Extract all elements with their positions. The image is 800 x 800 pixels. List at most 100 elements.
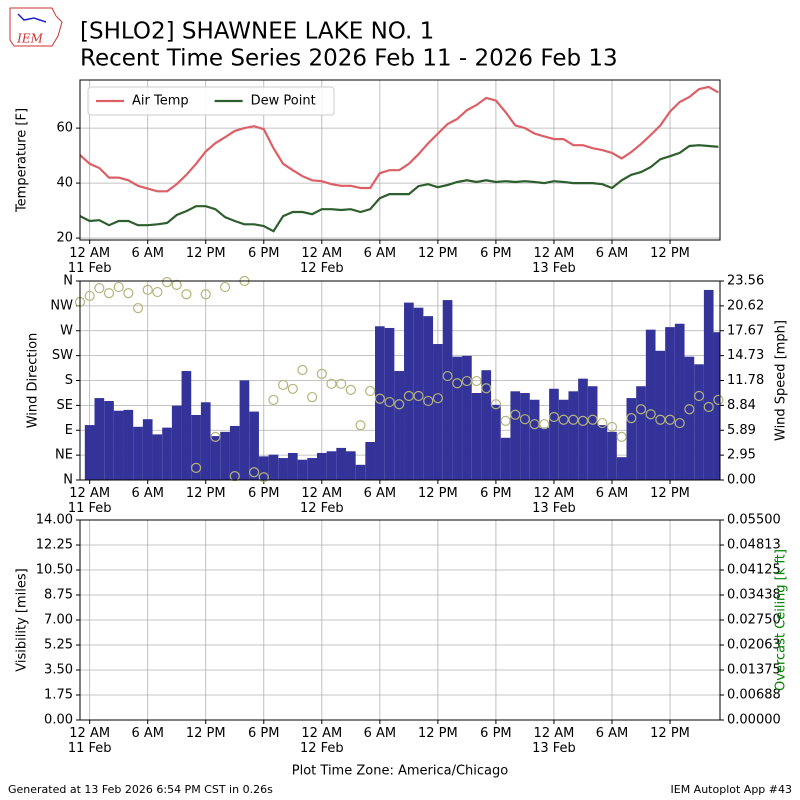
y2-tick-label: 0.04125 — [727, 563, 781, 578]
point — [703, 401, 714, 413]
y-tick-label: NE — [55, 448, 73, 463]
x-tick-label: 6 PM — [480, 486, 512, 501]
y2-tick-label: 0.02063 — [727, 638, 781, 653]
x-tick-label: 6 AM — [363, 246, 397, 261]
x-tick-label: 6 AM — [131, 486, 164, 501]
y-tick-label: SW — [52, 348, 73, 363]
point — [452, 378, 463, 389]
x-tick-label: 12 PM — [418, 486, 458, 501]
point — [326, 378, 337, 389]
point — [510, 409, 521, 420]
y-tick-label: N — [63, 274, 73, 289]
y2-tick-label: 20.62 — [727, 298, 764, 313]
line-series — [80, 144, 719, 233]
bar — [191, 414, 201, 480]
point — [123, 288, 134, 299]
point — [336, 378, 347, 389]
y-tick-label: 7.00 — [44, 613, 73, 628]
point — [693, 390, 705, 402]
bar — [326, 451, 337, 480]
y-tick-label: 10.50 — [36, 563, 73, 578]
bar — [345, 451, 356, 480]
bar — [84, 425, 95, 480]
x-tick-label: 6 AM — [131, 246, 164, 261]
point — [481, 383, 492, 394]
point — [229, 471, 240, 482]
point — [287, 383, 298, 394]
bar — [462, 355, 472, 480]
y-axis-label: Temperature [F] — [15, 108, 30, 213]
point — [171, 279, 182, 290]
point — [278, 379, 289, 391]
bar — [239, 380, 250, 480]
bar — [607, 431, 617, 480]
bar — [142, 419, 153, 480]
chart-subtitle: Recent Time Series 2026 Feb 11 - 2026 Fe… — [80, 46, 618, 72]
point — [587, 414, 598, 425]
point — [84, 290, 95, 302]
point — [413, 390, 424, 402]
point — [471, 375, 482, 387]
point — [316, 368, 327, 379]
bar — [220, 431, 230, 480]
x-tick-label: 12 AM 12 Feb — [299, 246, 344, 276]
x-tick-label: 6 AM — [363, 486, 397, 501]
legend-label: Air Temp — [132, 94, 189, 109]
y-tick-label: 14.00 — [36, 513, 73, 528]
bar — [355, 464, 366, 480]
y2-tick-label: 0.04813 — [727, 538, 781, 553]
chart-title: [SHLO2] SHAWNEE LAKE NO. 1 — [80, 19, 434, 45]
bar — [171, 405, 182, 480]
point — [519, 414, 531, 425]
bar — [113, 410, 124, 480]
x-tick-label: 12 AM 12 Feb — [299, 486, 344, 516]
y2-tick-label: 14.73 — [727, 348, 764, 363]
bar — [423, 316, 434, 480]
bar — [297, 459, 308, 480]
y2-tick-label: 11.78 — [727, 373, 764, 388]
y-tick-label: 5.25 — [44, 638, 73, 653]
point — [365, 385, 376, 397]
y-tick-label: E — [65, 423, 73, 438]
point — [200, 289, 211, 300]
y-tick-label: 40 — [56, 176, 73, 191]
y2-tick-label: 0.00 — [727, 473, 756, 488]
legend-box — [87, 86, 335, 116]
axes-frame — [79, 519, 721, 721]
bar — [123, 409, 134, 480]
x-tick-label: 6 PM — [248, 726, 280, 741]
y-tick-label: 0.00 — [44, 713, 73, 728]
x-tick-label: 6 AM — [595, 726, 629, 741]
x-tick-label: 6 AM — [363, 726, 397, 741]
bar — [433, 344, 443, 480]
x-tick-label: 12 PM — [650, 726, 690, 741]
bar — [394, 371, 405, 480]
point — [529, 419, 540, 430]
y-tick-label: 1.75 — [44, 688, 73, 703]
point — [558, 414, 569, 425]
x-tick-label: 12 PM — [185, 246, 226, 261]
x-tick-label: 12 AM 11 Feb — [67, 246, 112, 276]
y2-tick-label: 23.56 — [727, 274, 764, 289]
point — [626, 412, 637, 424]
bar — [452, 356, 463, 480]
plot-area — [84, 289, 720, 480]
bar — [471, 393, 482, 480]
bar — [587, 386, 598, 480]
bar — [278, 458, 288, 480]
bar — [549, 388, 559, 480]
x-axis-label: Plot Time Zone: America/Chicago — [292, 764, 508, 779]
bar — [636, 386, 646, 480]
y-axis-label: Visibility [miles] — [15, 568, 30, 671]
bar — [210, 436, 221, 480]
y-tick-label: SE — [57, 398, 73, 413]
bar — [268, 454, 279, 480]
bar — [578, 378, 588, 480]
y-tick-label: 60 — [56, 121, 73, 136]
point — [345, 384, 356, 395]
bar — [94, 398, 105, 480]
point — [258, 472, 269, 483]
bar — [568, 391, 579, 480]
